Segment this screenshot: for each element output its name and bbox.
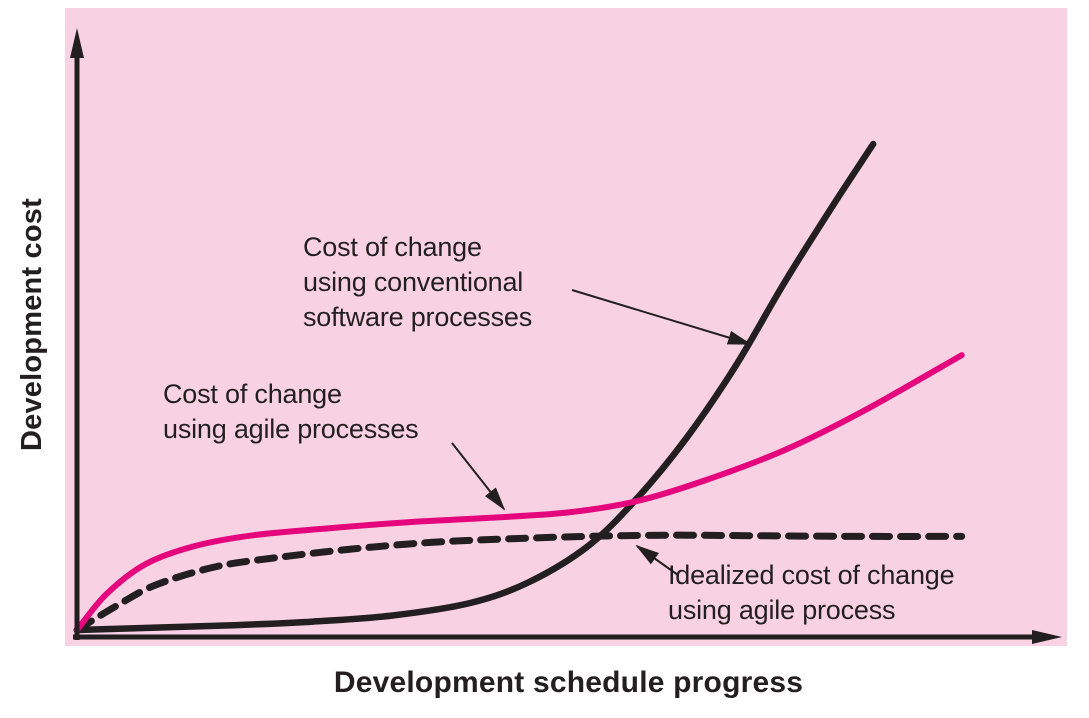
- conventional-cost-curve: [73, 140, 877, 634]
- x-axis-arrowhead: [1032, 630, 1062, 644]
- annotation-arrow-conventional: [571, 289, 752, 345]
- y-axis-arrowhead: [70, 28, 84, 58]
- agile-cost-curve: [74, 352, 965, 633]
- y-axis-label-container: Development cost: [10, 0, 54, 648]
- annotation-agile-label: Cost of change using agile processes: [163, 379, 419, 444]
- annotation-arrow-idealized: [635, 544, 679, 576]
- y-axis-label: Development cost: [15, 197, 48, 451]
- x-axis-label: Development schedule progress: [333, 666, 804, 699]
- idealized-agile-curve: [73, 531, 966, 634]
- annotation-conventional-label: Cost of change using conventional softwa…: [303, 232, 532, 332]
- annotation-idealized-label: Idealized cost of change using agile pro…: [668, 560, 955, 625]
- annotation-arrow-agile: [451, 442, 506, 511]
- plot-area: [65, 8, 1067, 646]
